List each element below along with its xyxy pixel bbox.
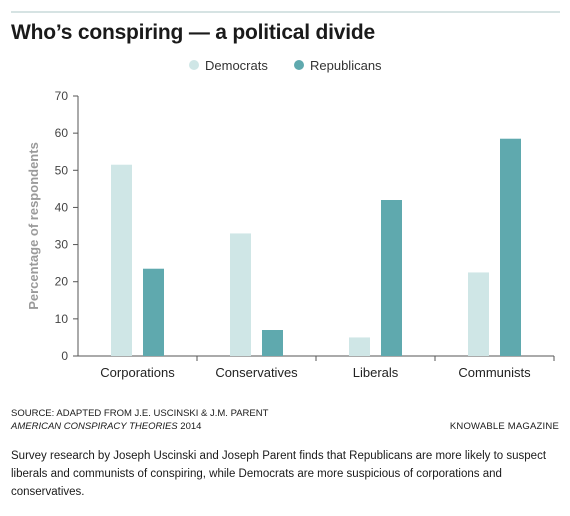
source-line-2: AMERICAN CONSPIRACY THEORIES 2014 [11,420,268,433]
source-note: SOURCE: ADAPTED FROM J.E. USCINSKI & J.M… [11,407,268,433]
y-tick-label: 50 [55,163,69,177]
legend-label-democrats: Democrats [205,58,268,73]
bar-republicans-liberals [381,200,402,356]
legend-swatch-democrats [189,60,199,70]
x-tick-label: Conservatives [215,365,298,380]
legend-swatch-republicans [294,60,304,70]
bar-democrats-communists [468,272,489,356]
bar-republicans-corporations [143,268,164,356]
y-tick-label: 0 [61,349,68,363]
bar-chart: Democrats Republicans 0 10 20 30 40 50 60 70 Perce… [26,58,555,380]
source-year: 2014 [177,421,202,432]
source-book-title: AMERICAN CONSPIRACY THEORIES [11,421,178,432]
source-line-1: SOURCE: ADAPTED FROM J.E. USCINSKI & J.M… [11,408,269,419]
y-tick-label: 20 [55,275,69,289]
chart-caption: Survey research by Joseph Uscinski and J… [11,450,547,498]
x-tick-label: Corporations [100,365,175,380]
x-tick-label: Communists [458,365,531,380]
y-tick-label: 70 [55,89,69,103]
y-tick-label: 10 [55,312,69,326]
y-axis-label: Percentage of respondents [26,142,41,310]
bar-republicans-communists [500,138,521,356]
y-tick-label: 30 [55,238,69,252]
bar-democrats-conservatives [230,233,251,356]
y-tick-label: 40 [55,200,69,214]
bar-republicans-conservatives [262,330,283,356]
x-tick-label: Liberals [353,365,399,380]
publisher-credit: KNOWABLE MAGAZINE [449,421,559,432]
chart-title: Who’s conspiring — a political divide [11,21,376,44]
legend-label-republicans: Republicans [310,58,382,73]
top-rule [11,11,560,13]
bar-democrats-corporations [111,164,132,356]
bar-democrats-liberals [349,337,370,356]
y-tick-label: 60 [55,126,69,140]
